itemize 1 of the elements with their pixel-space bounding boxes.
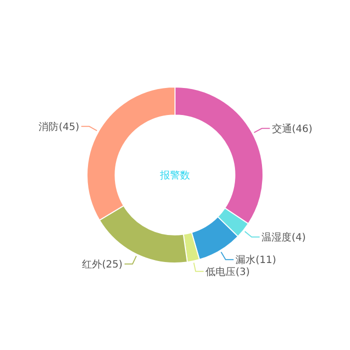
title: 报警数 xyxy=(160,170,190,182)
